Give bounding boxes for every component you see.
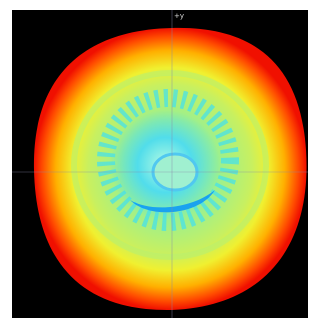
render-view: +y bbox=[0, 0, 320, 318]
viewer: +y bbox=[0, 0, 320, 318]
axis-label: +y bbox=[174, 12, 184, 20]
